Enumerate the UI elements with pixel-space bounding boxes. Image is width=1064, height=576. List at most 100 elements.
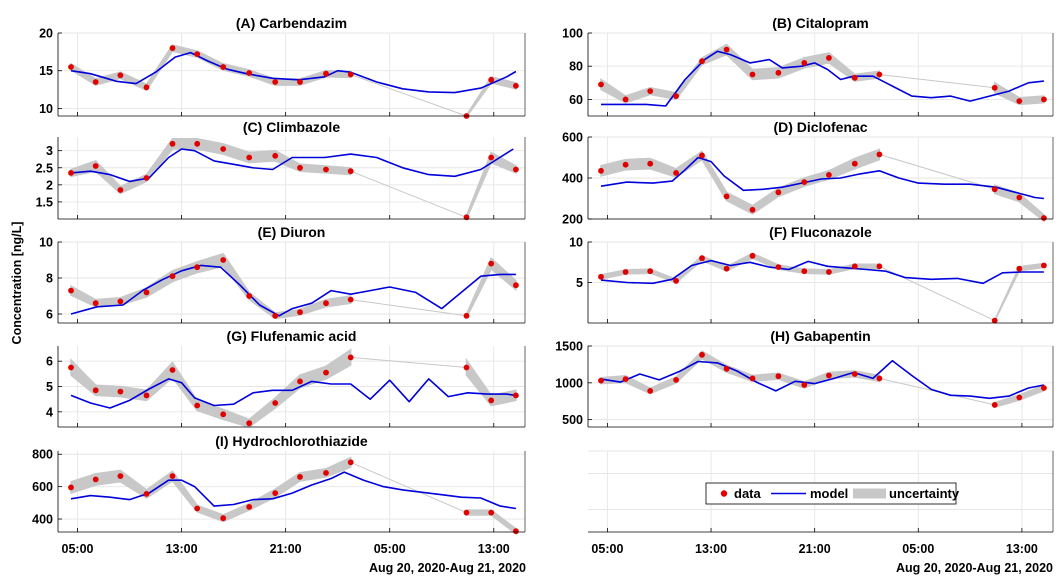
y-tick-label: 500 xyxy=(562,413,583,427)
date-range-label-left: Aug 20, 2020-Aug 21, 2020 xyxy=(369,561,526,575)
data-point xyxy=(991,317,998,324)
y-tick-label: 8 xyxy=(46,272,53,286)
data-point xyxy=(169,367,176,373)
data-point xyxy=(673,93,679,99)
data-point xyxy=(169,273,176,280)
data-point xyxy=(801,179,808,186)
data-point xyxy=(775,373,782,380)
panel-b-citalopram: (B) Citalopram 60 80 100 xyxy=(562,15,1054,117)
y-tick-label: 80 xyxy=(569,60,583,74)
y-tick-label: 600 xyxy=(32,480,53,494)
data-point xyxy=(723,46,730,53)
data-point xyxy=(92,163,99,169)
data-point xyxy=(876,151,883,158)
data-point xyxy=(876,263,883,270)
data-point xyxy=(991,84,998,91)
uncertainty-band xyxy=(70,252,352,320)
data-point xyxy=(1041,96,1047,103)
data-point xyxy=(323,470,329,476)
data-point xyxy=(801,60,808,66)
data-point xyxy=(723,365,730,372)
data-point xyxy=(851,371,858,377)
data-point xyxy=(68,170,74,176)
data-point xyxy=(488,509,495,516)
data-point xyxy=(826,172,832,178)
y-tick-label: 100 xyxy=(562,27,583,41)
y-tick-label: 4 xyxy=(46,405,53,419)
y-tick-label: 10 xyxy=(39,102,53,116)
y-tick-label: 3 xyxy=(46,144,53,158)
x-tick-label: 05:00 xyxy=(374,542,406,556)
model-line xyxy=(600,359,1045,400)
data-point xyxy=(622,376,629,382)
data-point xyxy=(513,528,519,535)
data-point xyxy=(272,79,279,85)
y-tick-label: 10 xyxy=(39,236,53,250)
y-tick-label: 5 xyxy=(576,276,583,290)
data-point xyxy=(347,354,354,361)
panel-title: (F) Fluconazole xyxy=(769,224,872,240)
x-tick-label: 05:00 xyxy=(902,542,934,556)
uncertainty-band xyxy=(465,256,517,318)
data-point xyxy=(673,170,679,176)
data-point xyxy=(598,167,604,174)
uncertainty-band xyxy=(600,43,881,104)
uncertainty-band xyxy=(70,456,352,523)
data-point xyxy=(297,378,303,385)
data-point xyxy=(826,372,832,379)
legend-data-label: data xyxy=(734,486,762,501)
x-tick-label: 21:00 xyxy=(270,542,302,556)
panel-d-diclofenac: (D) Diclofenac 200 400 600 xyxy=(562,119,1054,227)
y-tick-label: 1500 xyxy=(555,340,583,354)
model-line xyxy=(70,378,517,409)
data-point xyxy=(699,58,705,65)
data-point xyxy=(143,175,150,181)
data-point xyxy=(194,51,201,57)
y-tick-label: 2 xyxy=(46,178,53,192)
data-point xyxy=(622,269,629,275)
data-point xyxy=(68,64,74,70)
panel-f-fluconazole: (F) Fluconazole 5 10 xyxy=(569,224,1054,324)
data-point xyxy=(272,152,279,159)
uncertainty-band xyxy=(600,148,881,215)
data-point xyxy=(647,388,654,394)
data-point xyxy=(775,264,782,270)
data-point xyxy=(169,473,176,479)
legend-box xyxy=(705,482,957,505)
data-point xyxy=(1016,265,1023,272)
panel-legend-area xyxy=(588,450,1054,533)
panel-g-flufenamic-acid: (G) Flufenamic acid 4 5 6 xyxy=(46,328,526,428)
data-point xyxy=(622,96,629,103)
y-tick-label: 15 xyxy=(39,64,53,78)
data-point xyxy=(347,459,354,466)
x-tick-label: 13:00 xyxy=(478,542,510,556)
data-point xyxy=(513,82,519,89)
data-point xyxy=(246,420,253,427)
data-point xyxy=(699,255,705,262)
legend-data-marker xyxy=(720,490,728,497)
data-point xyxy=(246,504,253,510)
data-point xyxy=(851,74,858,81)
y-tick-label: 600 xyxy=(562,131,583,145)
y-tick-label: 400 xyxy=(32,513,53,527)
data-point xyxy=(220,257,227,263)
data-point xyxy=(246,70,253,76)
data-point xyxy=(297,79,303,85)
data-point xyxy=(851,160,858,167)
uncertainty-gap-link xyxy=(350,74,467,117)
data-point xyxy=(297,309,303,316)
y-tick-label: 5 xyxy=(46,380,53,394)
data-point xyxy=(272,400,279,406)
chart-panels: (A) Carbendazim 10 15 20 (B) Citalopram 60 80 1… xyxy=(32,15,1054,536)
y-tick-label: 1000 xyxy=(555,376,583,390)
data-point xyxy=(272,312,279,319)
y-tick-label: 10 xyxy=(569,236,583,250)
legend-uncertainty-label: uncertainty xyxy=(889,486,960,501)
data-point xyxy=(92,476,99,483)
data-point xyxy=(488,260,495,267)
uncertainty-band xyxy=(993,184,1045,223)
data-point xyxy=(297,164,303,171)
x-tick-label: 13:00 xyxy=(695,542,727,556)
y-tick-label: 800 xyxy=(32,448,53,462)
